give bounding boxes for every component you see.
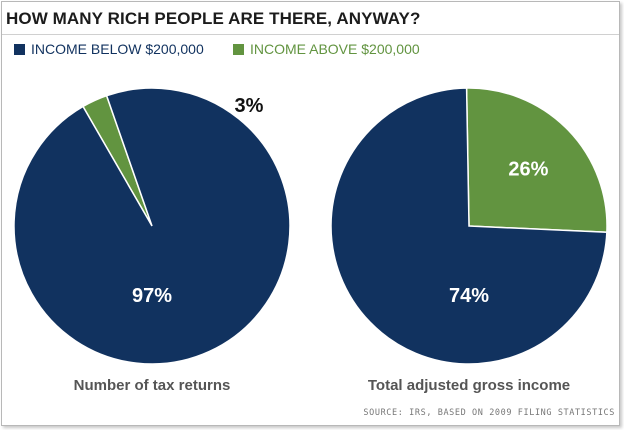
chart-title: HOW MANY RICH PEOPLE ARE THERE, ANYWAY? xyxy=(6,9,421,28)
legend-label-below: INCOME BELOW $200,000 xyxy=(31,41,204,57)
legend-swatch-below xyxy=(14,43,25,55)
source-note: SOURCE: IRS, BASED ON 2009 FILING STATIS… xyxy=(363,408,615,418)
pie-1-label-below: 97% xyxy=(132,285,172,307)
legend-label-above: INCOME ABOVE $200,000 xyxy=(250,41,420,57)
legend-item-above: INCOME ABOVE $200,000 xyxy=(233,41,420,57)
title-divider xyxy=(2,34,619,35)
pie-charts: 97% 3% Number of tax returns 74% 26% Total ad… xyxy=(13,87,608,394)
legend-item-below: INCOME BELOW $200,000 xyxy=(14,41,204,57)
pie-2-label-above: 26% xyxy=(508,158,548,180)
pie-1-label-above: 3% xyxy=(235,95,264,117)
pie-1-title: Number of tax returns xyxy=(74,377,231,394)
pie-1-slice-below xyxy=(13,87,291,365)
legend-swatch-above xyxy=(233,43,244,55)
pie-2-slice-above xyxy=(465,87,608,234)
pie-2-label-below: 74% xyxy=(449,285,489,307)
pie-2-title: Total adjusted gross income xyxy=(368,377,570,394)
pie-2-slice-below xyxy=(330,87,608,365)
